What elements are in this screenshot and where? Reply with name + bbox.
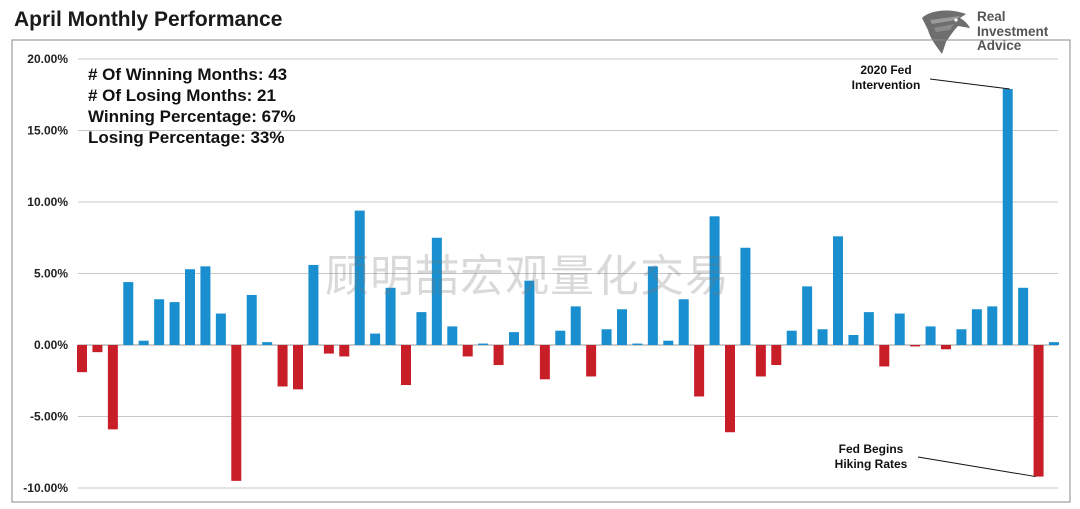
bar: [601, 329, 612, 345]
bar: [833, 236, 843, 345]
chart-frame: [11, 39, 1071, 503]
stats-box: # Of Winning Months: 43 # Of Losing Mont…: [88, 64, 296, 148]
bar: [462, 345, 473, 357]
bar: [293, 345, 303, 390]
bar: [77, 345, 87, 373]
bar: [971, 309, 982, 345]
watermark: 顾明喆宏观量化交易: [325, 251, 730, 302]
bar: [879, 345, 890, 367]
bar: [154, 299, 165, 345]
bar: [478, 343, 489, 345]
y-tick-label: 5.00%: [34, 267, 68, 281]
y-tick-label: -5.00%: [30, 410, 68, 424]
y-tick-label: 10.00%: [27, 195, 68, 209]
bar: [493, 345, 504, 366]
stat-losing-months: # Of Losing Months: 21: [88, 86, 276, 105]
bar: [678, 299, 689, 345]
y-tick-label: 0.00%: [34, 338, 68, 352]
bar: [863, 312, 874, 345]
annotation-leader-line: [929, 78, 1010, 90]
bar: [92, 345, 103, 353]
bar: [894, 313, 905, 345]
page-title: April Monthly Performance: [14, 8, 283, 31]
bar: [956, 329, 967, 345]
bar: [416, 312, 427, 345]
bar: [370, 333, 381, 345]
bar: [107, 345, 118, 430]
bar: [647, 266, 658, 345]
bar: [848, 334, 859, 345]
bar: [586, 345, 597, 377]
bar: [1049, 342, 1059, 345]
stat-winning-percentage: Winning Percentage: 67%: [88, 107, 296, 126]
annotation-fed-hiking-line1: Fed Begins: [839, 442, 904, 456]
bar: [308, 264, 319, 345]
eagle-head-icon: [922, 10, 970, 54]
bar: [524, 280, 535, 345]
logo-text: Real Investment Advice: [977, 9, 1049, 54]
logo: Real Investment Advice: [920, 8, 1070, 56]
bar: [663, 340, 674, 345]
bar: [1033, 345, 1044, 477]
bar: [215, 313, 226, 345]
bar: [817, 329, 828, 345]
bar: [617, 309, 627, 345]
bar: [231, 345, 242, 481]
bar: [339, 345, 350, 357]
bar: [802, 286, 813, 345]
bar: [169, 302, 180, 345]
bar: [200, 266, 211, 345]
annotation-fed-intervention-line2: Intervention: [852, 78, 921, 92]
bar: [385, 287, 396, 345]
y-tick-label: 20.00%: [27, 52, 68, 66]
bar: [246, 294, 257, 345]
logo-line-3: Advice: [977, 38, 1022, 53]
bar: [447, 326, 458, 345]
bar: [539, 345, 550, 380]
annotation-fed-intervention-line1: 2020 Fed: [860, 63, 911, 77]
bar: [138, 340, 149, 345]
bar: [431, 237, 442, 345]
annotation-fed-hiking-line2: Hiking Rates: [835, 457, 908, 471]
bar: [570, 306, 581, 345]
stat-losing-percentage: Losing Percentage: 33%: [88, 128, 285, 147]
bar: [354, 210, 365, 345]
bar: [509, 332, 519, 345]
bar: [555, 330, 566, 345]
bar: [709, 216, 720, 345]
bar: [1018, 287, 1029, 345]
bar: [401, 345, 411, 386]
y-tick-label: -10.00%: [23, 481, 68, 495]
bar: [725, 345, 735, 433]
annotation-leader-line: [917, 456, 1036, 478]
bar: [941, 345, 951, 350]
bar: [694, 345, 705, 397]
bar: [740, 247, 751, 345]
bar: [910, 345, 921, 347]
logo-line-2: Investment: [977, 23, 1049, 39]
stat-winning-months: # Of Winning Months: 43: [88, 65, 288, 84]
bar: [123, 282, 134, 345]
bar: [925, 326, 936, 345]
bar: [987, 306, 998, 345]
bar: [277, 345, 288, 387]
bar: [262, 342, 273, 345]
bar: [771, 345, 782, 366]
bar: [755, 345, 766, 377]
bar: [632, 343, 643, 345]
logo-line-1: Real: [977, 9, 1006, 24]
bar: [1002, 89, 1013, 345]
bar: [185, 269, 195, 345]
y-tick-label: 15.00%: [27, 124, 68, 138]
bar: [323, 345, 334, 354]
bar: [786, 330, 797, 345]
